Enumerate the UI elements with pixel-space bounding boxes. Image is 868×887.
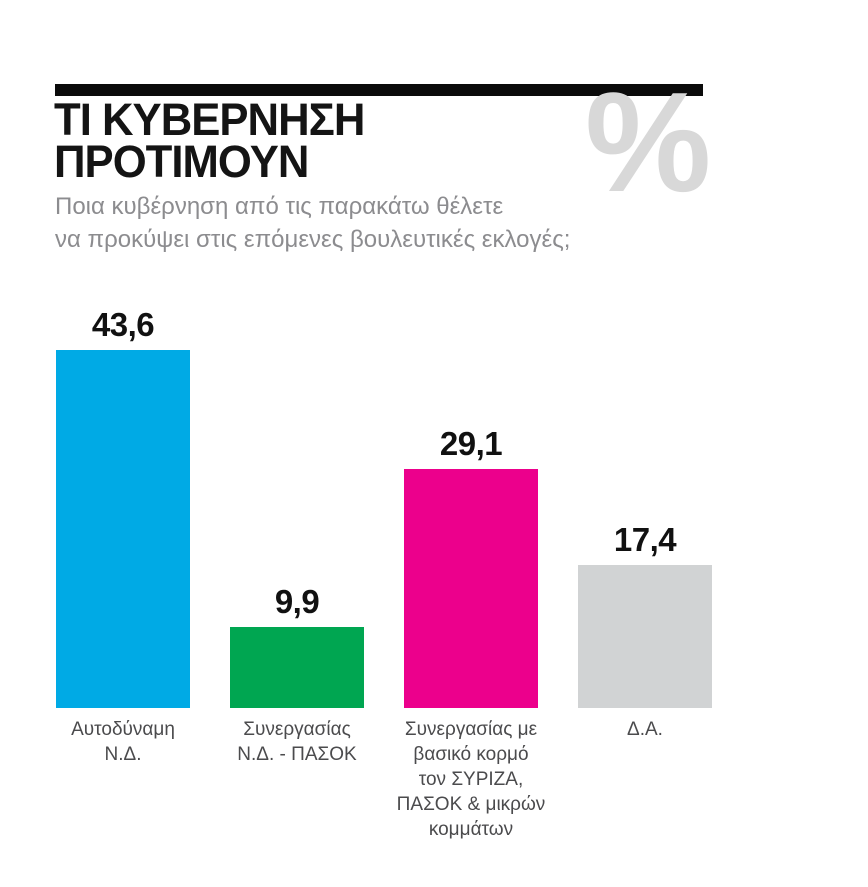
- bar-value-label: 29,1: [439, 425, 503, 462]
- category-label-autodynami-nd: Αυτοδύναμη Ν.Δ.: [71, 719, 175, 766]
- page-title: ΤΙ ΚΥΒΕΡΝΗΣΗ ΠΡΟΤΙΜΟΥΝ: [54, 94, 365, 188]
- bar-column-da: 17,4: [578, 523, 712, 708]
- bar-value-label: 17,4: [613, 521, 677, 558]
- bar-column-syriza-coalition: 29,1: [404, 427, 538, 708]
- bar-column-autodynami-nd: 43,6: [56, 308, 190, 708]
- percent-icon: %: [585, 63, 712, 222]
- bar-column-nd-pasok: 9,9: [230, 585, 364, 708]
- bar-nd-pasok: [230, 627, 364, 708]
- header-rule: [55, 84, 703, 96]
- page-subtitle: Ποια κυβέρνηση από τις παρακάτω θέλετε ν…: [55, 193, 571, 253]
- category-label-da: Δ.Α.: [627, 719, 663, 740]
- category-label-syriza-coalition: Συνεργασίας με βασικό κορμό τον ΣΥΡΙΖΑ, …: [396, 719, 546, 841]
- bar-value-label: 9,9: [274, 583, 320, 620]
- bar-da: [578, 565, 712, 708]
- bar-autodynami-nd: [56, 350, 190, 708]
- bar-value-label: 43,6: [91, 306, 155, 343]
- bar-syriza-coalition: [404, 469, 538, 708]
- category-label-nd-pasok: Συνεργασίας Ν.Δ. - ΠΑΣΟΚ: [237, 719, 357, 766]
